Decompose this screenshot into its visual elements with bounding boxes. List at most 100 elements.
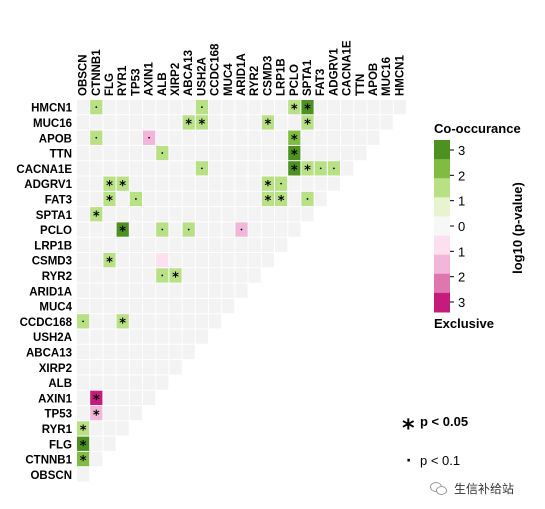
significance-star: * [80,454,87,469]
row-label: ARID1A [29,286,72,298]
grid-cell [222,130,235,145]
grid-cell [116,100,129,115]
heatmap-cell [116,176,129,191]
grid-cell [90,375,103,390]
grid-cell [116,329,129,344]
colorbar-tick-label: 1 [458,244,465,259]
grid-cell [156,344,169,360]
colorbar-bottom-label: Exclusive [434,316,494,331]
heatmap-cell [156,253,169,268]
grid-cell [90,436,103,451]
significance-dot [95,106,98,109]
grid-cell [261,145,274,161]
grid-cell [275,161,288,176]
significance-star: * [291,133,298,148]
grid-cell [182,176,195,191]
significance-dot [333,167,335,170]
grid-cell [288,191,301,207]
heatmap-cell [261,176,274,191]
grid-cell [248,115,261,130]
grid-cell [248,145,261,161]
grid-cell [195,145,208,161]
significance-star: * [278,194,285,209]
grid-cell [116,207,129,222]
grid-cell [248,176,261,191]
column-label: HMCN1 [394,55,406,96]
grid-cell [143,207,156,222]
grid-cell [129,115,142,130]
grid-cell [103,100,116,115]
grid-cell [222,207,235,222]
heatmap-cell [182,115,195,130]
grid-cell [301,145,314,161]
colorbar-tick-label: 2 [458,168,465,183]
grid-cell [116,390,129,405]
grid-cell [341,115,354,130]
column-label: ALB [157,72,169,96]
grid-cell [77,222,90,237]
grid-cell [116,145,129,161]
grid-cell [90,237,103,252]
column-label: TP53 [130,69,142,97]
grid-cell [77,467,90,482]
grid-cell [129,406,142,421]
grid-cell [169,283,182,298]
grid-cell [116,421,129,436]
grid-cell [90,161,103,176]
grid-cell [103,145,116,161]
grid-cell [129,360,142,375]
grid-cell [275,222,288,237]
heatmap-cell [77,421,90,436]
colorbar-segment [434,140,450,160]
grid-cell [103,237,116,252]
significance-star: * [80,439,87,454]
row-label: ALB [48,378,72,390]
grid-cell [77,390,90,405]
watermark: 生信补给站 [430,478,514,498]
grid-cell [182,253,195,268]
grid-cell [90,191,103,207]
heatmap-cell [90,390,103,405]
grid-cell [156,115,169,130]
row-label: PCLO [40,225,72,237]
grid-cell [393,100,406,115]
grid-cell [90,360,103,375]
grid-cell [103,421,116,436]
grid-cell [103,314,116,329]
grid-cell [143,268,156,283]
grid-cell [103,360,116,375]
grid-cell [182,314,195,329]
grid-cell [116,237,129,252]
row-label: USH2A [33,332,72,344]
grid-cell [143,253,156,268]
grid-cell [169,161,182,176]
grid-cell [209,268,222,283]
grid-cell [103,344,116,360]
row-label: ADGRV1 [24,179,72,191]
grid-cell [222,253,235,268]
grid-cell [129,237,142,252]
significance-star: * [198,118,205,133]
grid-cell [314,100,327,115]
significance-star: * [80,424,87,439]
row-label: ABCA13 [26,347,72,359]
significance-star: * [304,102,311,117]
grid-cell [327,145,340,161]
row-label: CTNNB1 [25,455,72,467]
heatmap-cell [90,406,103,421]
column-label: XIRP2 [170,63,182,96]
grid-cell [77,100,90,115]
row-label: TP53 [45,409,73,421]
grid-cell [143,375,156,390]
grid-cell [367,130,380,145]
grid-cell [143,100,156,115]
grid-cell [209,237,222,252]
grid-cell [90,329,103,344]
grid-cell [77,344,90,360]
row-label: AXIN1 [38,393,72,405]
row-label: RYR2 [42,271,72,283]
legend-star-symbol: * [402,414,415,442]
legend-dot-text: p < 0.1 [420,453,460,468]
grid-cell [222,115,235,130]
grid-cell [169,100,182,115]
